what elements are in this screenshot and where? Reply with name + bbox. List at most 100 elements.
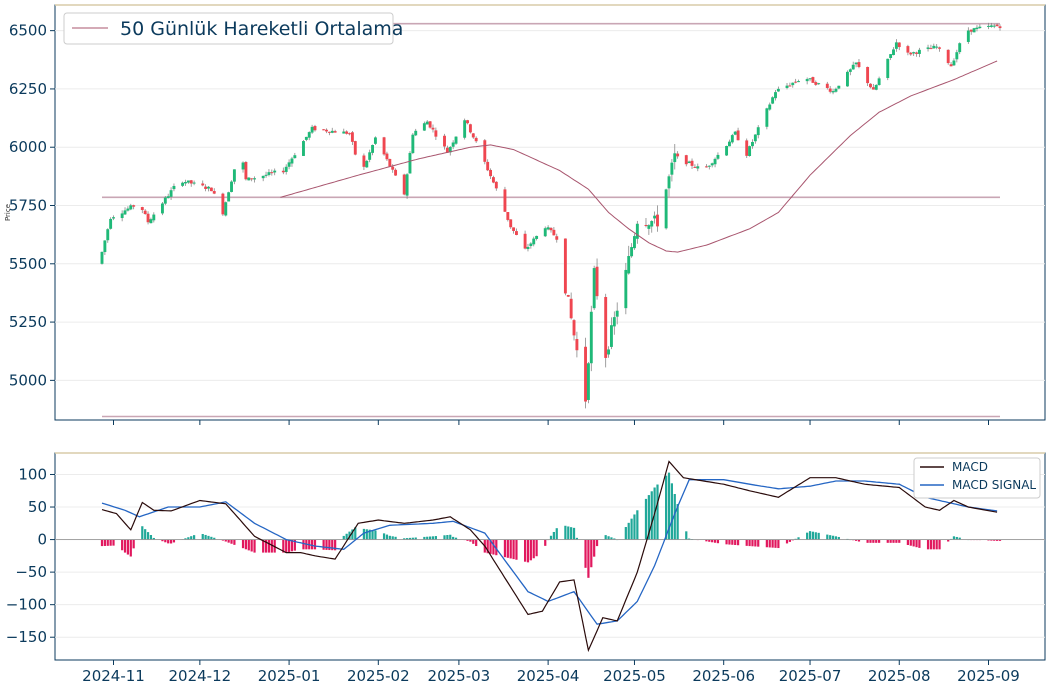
- histogram-bar: [201, 534, 204, 540]
- histogram-bar: [423, 536, 426, 540]
- histogram-bar: [103, 539, 106, 546]
- candle-body: [169, 190, 173, 197]
- candle-body: [854, 62, 858, 65]
- candle-body: [434, 130, 438, 137]
- candle-body: [445, 147, 449, 153]
- histogram-bar: [161, 539, 164, 542]
- histogram-bar: [610, 537, 613, 540]
- histogram-bar: [172, 539, 176, 543]
- histogram-bar: [515, 539, 518, 560]
- candle-body: [776, 88, 780, 92]
- candle-body: [109, 218, 113, 229]
- histogram-bar: [325, 539, 328, 550]
- candle-body: [287, 162, 291, 167]
- candle-body: [725, 146, 729, 156]
- histogram-bar: [808, 531, 812, 540]
- histogram-bar: [512, 539, 515, 560]
- histogram-bar: [233, 539, 236, 545]
- candle-body: [825, 83, 829, 88]
- histogram-bar: [270, 539, 273, 553]
- candle-body: [805, 79, 809, 82]
- histogram-bar: [492, 539, 495, 555]
- candle-body: [897, 42, 901, 48]
- candle-body: [345, 131, 349, 134]
- histogram-bar: [411, 537, 414, 540]
- candle-body: [874, 84, 878, 90]
- histogram-bar: [121, 539, 124, 551]
- histogram-bar: [590, 539, 593, 568]
- candle-body: [408, 152, 412, 174]
- histogram-bar: [757, 539, 760, 547]
- candle-body: [935, 46, 939, 48]
- macd-signal-line: [101, 479, 998, 625]
- candle-body: [402, 174, 406, 195]
- candle-body: [995, 24, 999, 27]
- candle-body: [273, 170, 277, 173]
- candle-body: [589, 311, 593, 364]
- histogram-bar: [354, 527, 357, 540]
- candle-body: [149, 219, 153, 224]
- candle-body: [952, 60, 956, 66]
- macd-y-tick-label: −150: [6, 628, 47, 646]
- candle-body: [163, 197, 167, 204]
- histogram-bar: [774, 539, 777, 548]
- candle-body: [365, 160, 369, 168]
- histogram-bar: [403, 538, 406, 540]
- candle-body: [704, 166, 708, 168]
- candle-body: [253, 178, 256, 180]
- price-gridlines: [55, 30, 1045, 381]
- histogram-bar: [285, 539, 288, 553]
- histogram-bar: [595, 539, 599, 547]
- histogram-bar: [607, 536, 610, 540]
- candle-body: [448, 146, 452, 153]
- candle-body: [385, 153, 389, 160]
- candle-body: [831, 91, 835, 93]
- candle-body: [846, 71, 849, 87]
- candle-body: [106, 229, 110, 241]
- histogram-bar: [408, 537, 412, 540]
- candle-body: [143, 210, 147, 214]
- histogram-bar: [253, 539, 256, 553]
- macd-y-tick-label: 50: [28, 498, 47, 516]
- candle-body: [794, 81, 798, 83]
- candle-body: [232, 169, 236, 182]
- candle-body: [595, 266, 599, 297]
- price-horizontal-levels: [102, 22, 1000, 418]
- candle-body: [126, 208, 130, 211]
- sma-line: [280, 60, 998, 253]
- candle-body: [483, 140, 487, 162]
- candle-body: [207, 186, 210, 189]
- histogram-bar: [503, 539, 507, 558]
- candle-body: [261, 175, 265, 179]
- histogram-bar: [570, 527, 573, 540]
- histogram-bar: [892, 539, 895, 543]
- candle-body: [546, 227, 550, 230]
- candle-body: [474, 137, 478, 142]
- candle-body: [394, 169, 398, 176]
- histogram-bar: [230, 539, 233, 544]
- histogram-bar: [164, 539, 167, 543]
- candle-body: [727, 141, 731, 147]
- candle-body: [989, 25, 993, 27]
- histogram-bar: [472, 539, 475, 544]
- candle-body: [529, 243, 533, 247]
- candle-body: [348, 133, 351, 135]
- price-legend: 50 Günlük Hareketli Ortalama: [63, 12, 403, 45]
- histogram-bar: [630, 518, 633, 540]
- histogram-bar: [751, 539, 754, 547]
- macd-legend: MACD MACD SIGNAL: [913, 457, 1041, 499]
- candle-body: [774, 92, 777, 99]
- histogram-bar: [221, 539, 224, 541]
- histogram-bar: [636, 510, 639, 540]
- macd-histogram: [100, 472, 1002, 578]
- candle-body: [160, 203, 164, 214]
- candle-body: [797, 81, 800, 83]
- histogram-bar: [837, 536, 840, 540]
- histogram-bar: [152, 537, 155, 540]
- histogram-bar: [785, 539, 789, 544]
- price-y-ticks: 5000 5250 5500 5750 6000 6250 6500: [9, 22, 55, 389]
- candle-body: [687, 161, 691, 164]
- price-y-tick-label: 5750: [9, 197, 47, 215]
- histogram-bar: [328, 539, 331, 551]
- histogram-bar: [449, 534, 452, 540]
